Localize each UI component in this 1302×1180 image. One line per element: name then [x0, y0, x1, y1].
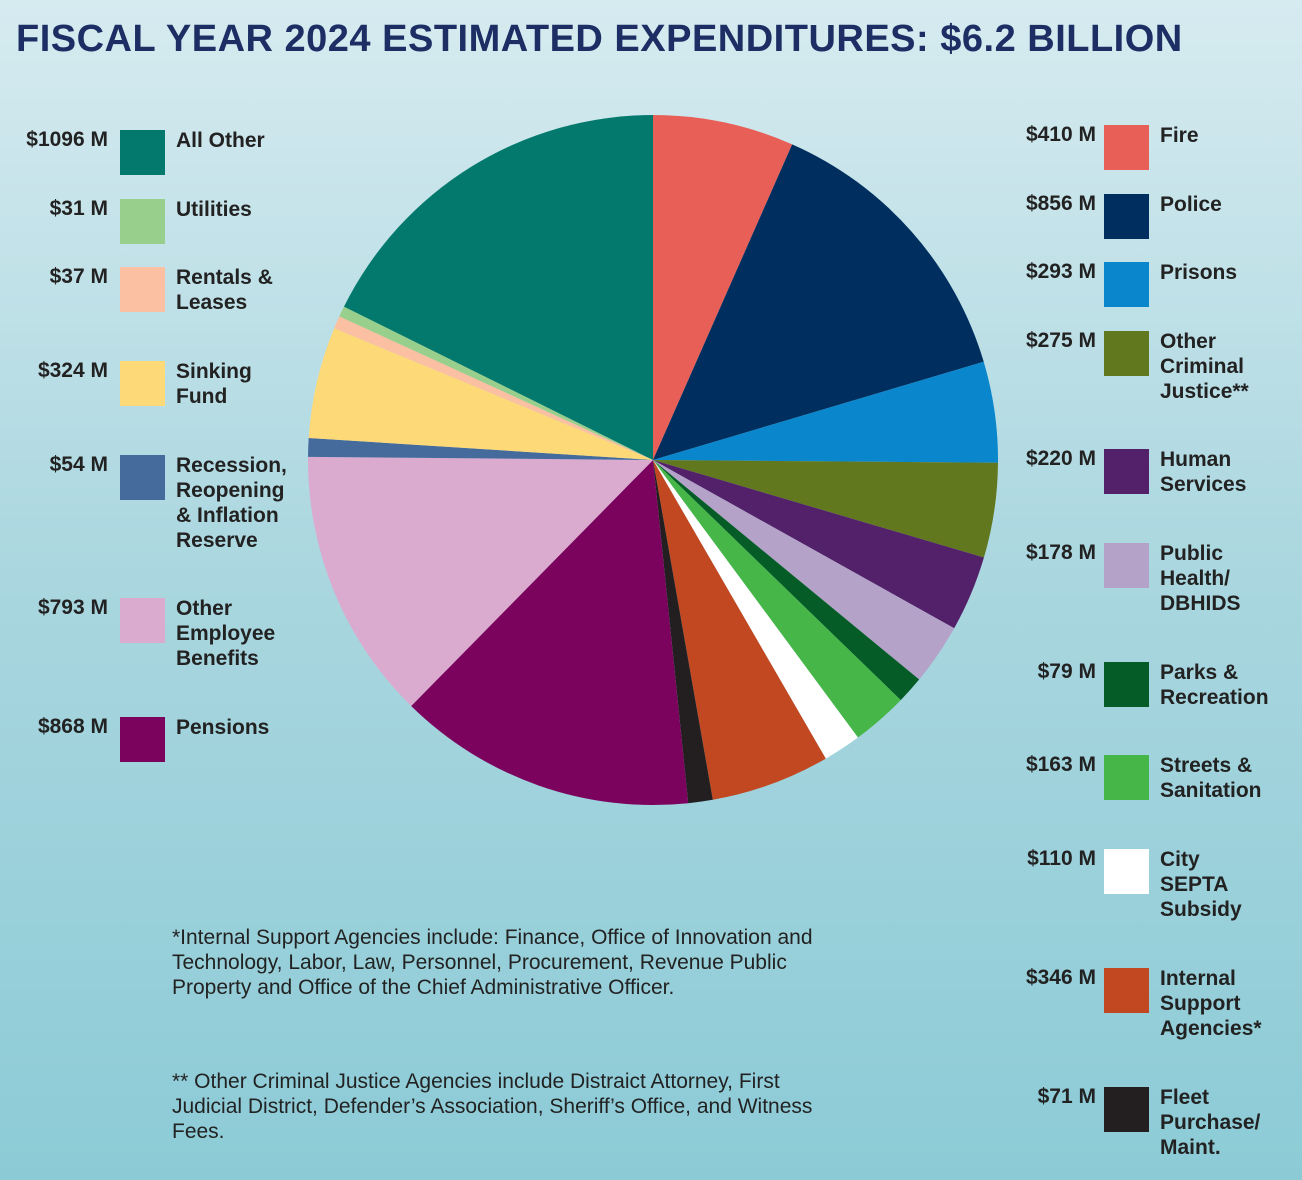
legend-swatch: [120, 361, 165, 406]
legend-label: Rentals & Leases: [176, 266, 273, 314]
legend-label: Public Health/ DBHIDS: [1160, 542, 1241, 615]
legend-label: Fire: [1160, 124, 1199, 147]
pie-slice-fire: [653, 115, 793, 460]
legend-value: $1096 M: [26, 128, 108, 151]
legend-value: $410 M: [1025, 123, 1096, 146]
legend-value: $275 M: [1025, 329, 1096, 352]
legend-label: All Other: [176, 129, 265, 152]
pie-slice-fleet-purchase-maint: [653, 460, 713, 804]
legend-value: $110 M: [1027, 847, 1096, 870]
pie-slice-police: [653, 144, 984, 460]
legend-swatch: [1104, 331, 1149, 376]
legend-label: Parks & Recreation: [1160, 661, 1269, 709]
legend-swatch: [120, 717, 165, 762]
legend-label: Utilities: [176, 198, 252, 221]
pie-slice-other-criminal-justice: [653, 460, 998, 558]
legend-label: City SEPTA Subsidy: [1160, 848, 1242, 921]
legend-swatch: [1104, 1087, 1149, 1132]
legend-swatch: [120, 130, 165, 175]
legend-swatch: [120, 199, 165, 244]
legend-value: $54 M: [49, 453, 108, 476]
legend-label: Fleet Purchase/ Maint.: [1160, 1086, 1261, 1159]
legend-value: $79 M: [1037, 660, 1096, 683]
legend-value: $178 M: [1025, 541, 1096, 564]
pie-slice-human-services: [653, 460, 984, 629]
legend-swatch: [1104, 262, 1149, 307]
legend-value: $856 M: [1025, 192, 1096, 215]
legend-label: Other Criminal Justice**: [1160, 330, 1249, 403]
pie-slice-internal-support-agencies: [653, 460, 826, 800]
legend-label: Streets & Sanitation: [1160, 754, 1262, 802]
pie-slice-rentals-leases: [334, 316, 653, 460]
legend-value: $346 M: [1025, 966, 1096, 989]
legend-swatch: [1104, 125, 1149, 170]
legend-swatch: [1104, 968, 1149, 1013]
legend-swatch: [120, 455, 165, 500]
legend-value: $324 M: [37, 359, 108, 382]
legend-label: Other Employee Benefits: [176, 597, 276, 670]
pie-slice-streets-sanitation: [653, 460, 901, 738]
legend-value: $31 M: [49, 197, 108, 220]
legend-label: Prisons: [1160, 261, 1238, 284]
pie-slice-all-other: [343, 115, 653, 460]
pie-chart: [308, 115, 998, 805]
pie-slice-pensions: [411, 460, 689, 805]
legend-label: Recession, Reopening & Inflation Reserve: [176, 454, 287, 552]
footnote-criminal-justice: ** Other Criminal Justice Agencies inclu…: [172, 1070, 813, 1143]
legend-swatch: [120, 598, 165, 643]
legend-swatch: [1104, 662, 1149, 707]
pie-slice-utilities: [339, 306, 653, 460]
legend-swatch: [1104, 755, 1149, 800]
legend-swatch: [1104, 849, 1149, 894]
pie-slice-other-employee-benefits: [308, 456, 653, 707]
legend-value: $868 M: [37, 715, 108, 738]
legend-label: Internal Support Agencies*: [1160, 967, 1262, 1040]
legend-value: $220 M: [1025, 447, 1096, 470]
pie-slice-public-health-dbhids: [653, 460, 955, 680]
legend-value: $37 M: [49, 265, 108, 288]
legend-value: $71 M: [1037, 1085, 1096, 1108]
pie-slice-sinking-fund: [308, 328, 653, 460]
legend-label: Sinking Fund: [176, 360, 252, 408]
pie-slice-recession-reopening-inflation-reserve: [308, 438, 653, 460]
pie-slice-prisons: [653, 361, 998, 463]
pie-slice-parks-recreation: [653, 460, 920, 701]
footnote-internal-support: *Internal Support Agencies include: Fina…: [172, 926, 813, 999]
legend-swatch: [1104, 543, 1149, 588]
legend-value: $793 M: [37, 596, 108, 619]
chart-title: FISCAL YEAR 2024 ESTIMATED EXPENDITURES:…: [16, 18, 1183, 60]
legend-swatch: [120, 267, 165, 312]
pie-slice-city-septa-subsidy: [653, 460, 858, 759]
legend-value: $163 M: [1025, 753, 1096, 776]
legend-swatch: [1104, 194, 1149, 239]
legend-label: Human Services: [1160, 448, 1247, 496]
legend-label: Pensions: [176, 716, 270, 739]
legend-swatch: [1104, 449, 1149, 494]
legend-value: $293 M: [1025, 260, 1096, 283]
legend-label: Police: [1160, 193, 1222, 216]
